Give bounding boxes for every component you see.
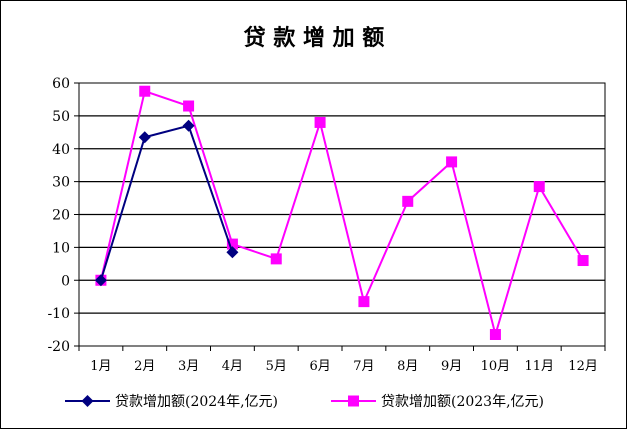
data-point-diamond (138, 131, 151, 144)
y-tick-label: 10 (52, 240, 70, 256)
y-tick-label: 0 (61, 273, 70, 289)
data-point-square (139, 85, 151, 97)
data-point-square (402, 195, 414, 207)
y-tick-label: -10 (47, 306, 70, 322)
y-tick-label: -20 (47, 339, 70, 355)
series-line-0 (99, 124, 234, 281)
plot-area: 60 50 40 30 20 10 0 -10 -20 1月 2月 3月 4月 5月 6月 7月 8月 9月 10月… (47, 76, 606, 374)
data-point-square (270, 253, 282, 265)
data-point-square (358, 296, 370, 308)
data-point-square (577, 255, 589, 267)
x-tick-label: 11月 (524, 359, 554, 374)
x-tick-label: 6月 (309, 359, 330, 374)
data-point-square (314, 116, 326, 128)
x-tick-label: 12月 (568, 359, 598, 374)
data-point-square (533, 181, 545, 193)
data-point-diamond (182, 119, 195, 132)
data-point-diamond (94, 274, 107, 287)
x-tick-label: 9月 (441, 359, 462, 374)
legend: 贷款增加额(2024年,亿元) 贷款增加额(2023年,亿元) (65, 394, 544, 410)
x-tick-label: 8月 (397, 359, 418, 374)
chart-title: 贷 款 增 加 额 (244, 25, 385, 51)
x-tick-label: 3月 (178, 359, 199, 374)
legend-label-0: 贷款增加额(2024年,亿元) (115, 394, 278, 410)
x-tick-label: 7月 (353, 359, 374, 374)
x-tick-label: 4月 (222, 359, 243, 374)
y-tick-label: 60 (52, 76, 70, 92)
data-point-square (183, 100, 195, 112)
x-tick-label: 2月 (134, 359, 155, 374)
data-point-diamond (226, 246, 239, 259)
x-tick-label: 1月 (90, 359, 111, 374)
x-tick-label: 5月 (266, 359, 287, 374)
legend-label-1: 贷款增加额(2023年,亿元) (381, 394, 544, 410)
legend-marker-square (348, 395, 359, 407)
y-tick-label: 30 (52, 175, 70, 191)
y-tick-label: 40 (52, 142, 70, 158)
series-line-1 (99, 89, 584, 339)
x-tick-label: 10月 (481, 359, 511, 374)
y-tick-label: 50 (52, 109, 70, 125)
data-point-square (446, 156, 458, 168)
data-point-square (226, 238, 238, 250)
y-tick-label: 20 (52, 208, 70, 224)
data-point-square (489, 328, 501, 340)
legend-marker-diamond (81, 395, 94, 407)
